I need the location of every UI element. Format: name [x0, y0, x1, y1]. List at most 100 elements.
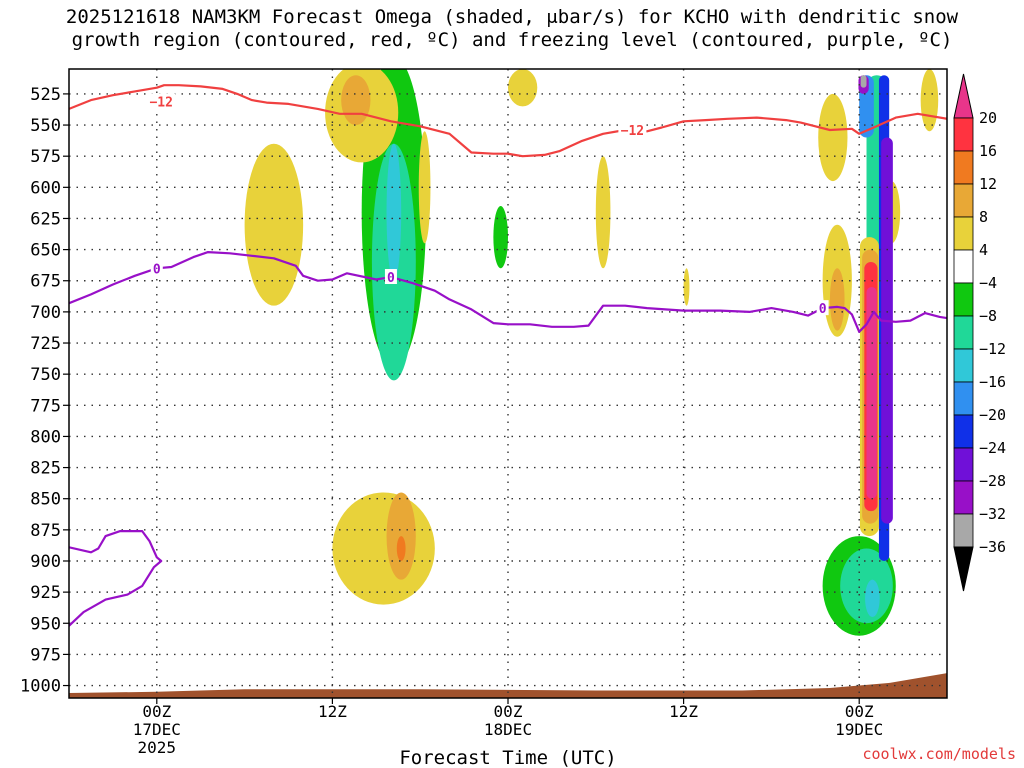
omega-cell-23 [418, 131, 431, 244]
colorbar-extend-min [953, 546, 974, 592]
ytick-label-525: 525 [30, 85, 61, 105]
ground-layer [69, 673, 947, 698]
colorbar-label-6: −8 [979, 307, 997, 325]
ytick-label-825: 825 [30, 459, 61, 479]
chart-title-line-1: 2025121618 NAM3KM Forecast Omega (shaded… [65, 6, 959, 28]
y-axis: 525 550 575 600 625 650 675 700 725 750 775 800 825 8… [20, 85, 69, 697]
colorbar-label-8: −16 [979, 373, 1006, 391]
colorbar-label-7: −12 [979, 340, 1006, 358]
site-credit[interactable]: coolwx.com/models [862, 745, 1016, 763]
contour-label-0-1: 0 [387, 271, 395, 286]
ytick-label-550: 550 [30, 116, 61, 136]
xtick-label-0-0: 00Z [142, 702, 171, 721]
omega-cell-0 [120, 600, 194, 671]
colorbar-bin-8 [953, 183, 974, 218]
omega-band-5 [866, 286, 877, 499]
omega-cell-29 [683, 268, 690, 306]
colorbar-label-3: 8 [979, 208, 988, 226]
omega-cell-19 [900, 87, 930, 337]
colorbar-bin--8 [953, 282, 974, 317]
ytick-label-700: 700 [30, 303, 61, 323]
colorbar-bin--20 [953, 381, 974, 416]
omega-cell-28 [595, 156, 611, 269]
contour-label-bg-0-0 [150, 260, 163, 276]
omega-cell-30 [818, 93, 848, 182]
ytick-label-975: 975 [30, 645, 61, 665]
contour-label-bg--12-0 [147, 93, 176, 109]
contour-label-bg--12-1 [618, 122, 647, 138]
contour-label--12-1: −12 [621, 124, 644, 139]
omega-cell-13 [767, 392, 776, 456]
omega-cell-27 [508, 69, 538, 107]
omega-shading [120, 69, 939, 671]
xtick-label-24-1: 18DEC [484, 720, 532, 739]
colorbar-bin-4 [953, 216, 974, 251]
xtick-label-48-0: 00Z [845, 702, 874, 721]
omega-cell-11 [581, 554, 655, 642]
omega-cell-12 [661, 542, 794, 642]
colorbar-label-11: −28 [979, 472, 1006, 490]
ytick-label-725: 725 [30, 334, 61, 354]
colorbar-bin--28 [953, 447, 974, 482]
x-axis-label: Forecast Time (UTC) [399, 747, 616, 768]
colorbar-label-13: −36 [979, 538, 1006, 556]
omega-cell-20 [244, 143, 304, 306]
colorbar-bin--24 [953, 414, 974, 449]
ytick-label-625: 625 [30, 209, 61, 229]
omega-cell-22 [341, 75, 371, 126]
colorbar: 20 16 12 8 4 −4 −8 −12 −16 −20 −24 −28 −32 −36 [953, 73, 1006, 592]
omega-cell-17 [865, 579, 880, 618]
ground-fill [69, 673, 947, 698]
xtick-label-48-1: 19DEC [835, 720, 883, 739]
colorbar-label-4: 4 [979, 241, 988, 259]
ytick-label-1000: 1000 [20, 677, 61, 697]
omega-cell-32 [829, 268, 845, 331]
contour--12 [69, 84, 947, 158]
colorbar-label-12: −32 [979, 505, 1006, 523]
contour-label-bg-0-2 [816, 300, 829, 316]
omega-cell-7 [386, 143, 402, 281]
omega-cell-16 [840, 548, 893, 624]
ytick-label-775: 775 [30, 396, 61, 416]
xtick-label-24-0: 00Z [494, 702, 523, 721]
omega-cell-34 [920, 69, 939, 132]
colorbar-bin--32 [953, 480, 974, 515]
colorbar-bin--4 [953, 249, 974, 284]
ytick-label-875: 875 [30, 521, 61, 541]
ytick-label-675: 675 [30, 272, 61, 292]
omega-band-9 [860, 75, 867, 88]
colorbar-bin--16 [953, 348, 974, 383]
xtick-label-12-0: 12Z [318, 702, 347, 721]
contour-label-bg-0-1 [384, 269, 397, 285]
contour-label-0-0: 0 [153, 262, 161, 277]
contour-label--12-0: −12 [149, 95, 172, 110]
colorbar-label-9: −20 [979, 406, 1006, 424]
omega-cell-24 [332, 492, 435, 605]
ytick-label-575: 575 [30, 147, 61, 167]
ytick-label-950: 950 [30, 614, 61, 634]
omega-band-7 [881, 137, 893, 524]
contour-0 [69, 251, 947, 333]
colorbar-bin--36 [953, 513, 974, 548]
ytick-label-750: 750 [30, 365, 61, 385]
xtick-label-0-1: 17DEC [133, 720, 181, 739]
colorbar-label-0: 20 [979, 109, 997, 127]
omega-cell-4 [325, 336, 457, 487]
colorbar-label-2: 12 [979, 175, 997, 193]
omega-cell-10 [544, 336, 560, 512]
ytick-label-900: 900 [30, 552, 61, 572]
ytick-label-850: 850 [30, 490, 61, 510]
contour-0-low [69, 530, 163, 627]
colorbar-extend-max [953, 73, 974, 119]
colorbar-label-1: 16 [979, 142, 997, 160]
omega-cell-26 [396, 536, 406, 561]
ytick-label-650: 650 [30, 241, 61, 261]
colorbar-bin--12 [953, 315, 974, 350]
xtick-label-36-0: 12Z [669, 702, 698, 721]
colorbar-label-5: −4 [979, 274, 997, 292]
contour-label-0-2: 0 [819, 302, 827, 317]
ytick-label-600: 600 [30, 178, 61, 198]
omega-cell-9 [493, 206, 508, 269]
